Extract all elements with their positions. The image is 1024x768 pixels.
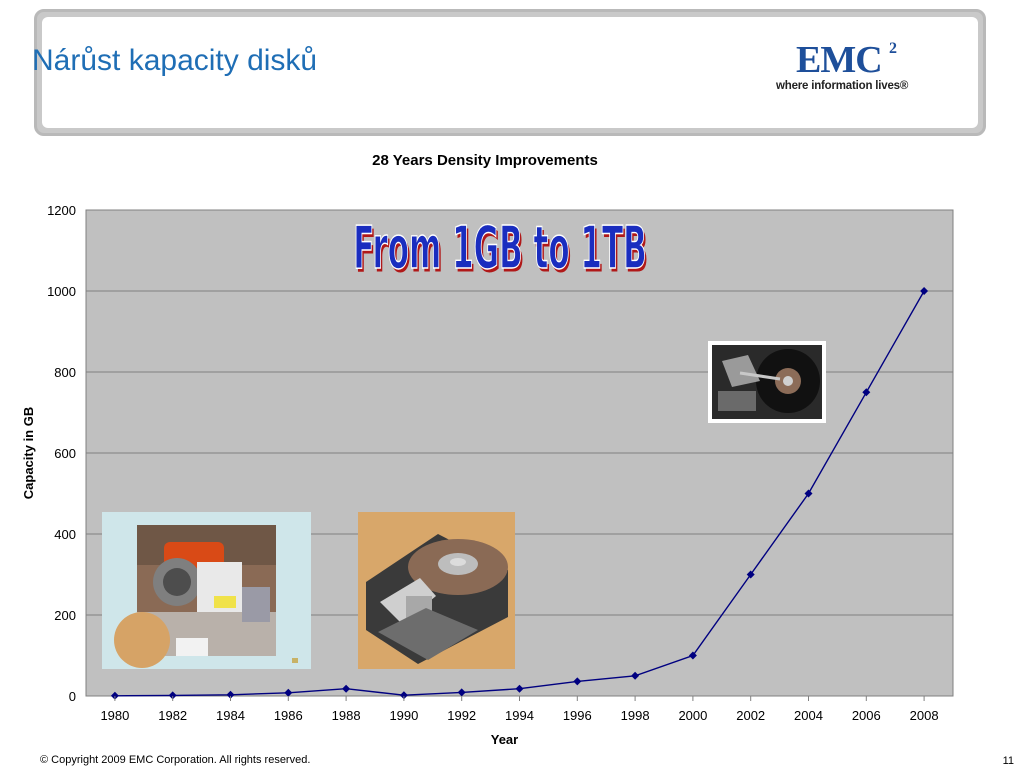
disk-drive-photo-2000s xyxy=(708,341,826,423)
x-tick-label: 1988 xyxy=(332,708,361,723)
disk-drive-photo-1980s xyxy=(102,512,311,669)
emc-logo-superscript: 2 xyxy=(889,40,897,57)
data-point xyxy=(284,688,293,697)
data-point xyxy=(862,388,871,397)
x-axis-label: Year xyxy=(491,732,518,747)
y-tick-label: 800 xyxy=(54,365,76,380)
emc-logo: EMC 2 where information lives® xyxy=(776,38,926,98)
chart-title: 28 Years Density Improvements xyxy=(372,152,598,169)
x-tick-label: 1998 xyxy=(621,708,650,723)
disk-drive-photo-1990s xyxy=(358,512,515,669)
slide-title: Nárůst kapacity disků xyxy=(32,44,318,77)
page-number: 11 xyxy=(1002,755,1014,767)
x-tick-label: 2004 xyxy=(794,708,823,723)
data-point xyxy=(110,691,119,700)
emc-logo-mark: EMC xyxy=(796,39,883,81)
axis-ticks: 0 200 400 600 800 1000 1200 1980 1982 1984 1986 198… xyxy=(21,203,939,747)
x-tick-label: 1994 xyxy=(505,708,534,723)
emc-logo-tagline: where information lives® xyxy=(776,80,909,92)
y-tick-label: 0 xyxy=(69,689,76,704)
data-point xyxy=(226,690,235,699)
y-tick-label: 1200 xyxy=(47,203,76,218)
data-point xyxy=(457,688,466,697)
data-point xyxy=(746,570,755,579)
x-tick-label: 1996 xyxy=(563,708,592,723)
data-series xyxy=(110,287,929,700)
copyright-notice: © Copyright 2009 EMC Corporation. All ri… xyxy=(40,754,311,766)
data-point xyxy=(573,677,582,686)
y-tick-label: 400 xyxy=(54,527,76,542)
x-tick-label: 1982 xyxy=(158,708,187,723)
y-tick-label: 200 xyxy=(54,608,76,623)
data-point xyxy=(399,691,408,700)
data-point xyxy=(688,651,697,660)
x-tick-label: 1980 xyxy=(100,708,129,723)
header-panel xyxy=(34,9,986,136)
annotation-shadow: From 1GB to 1TB xyxy=(355,218,648,287)
data-point xyxy=(168,691,177,700)
x-tick-label: 2008 xyxy=(910,708,939,723)
disk-drive-1980s-illustration xyxy=(114,525,298,668)
x-tick-label: 1984 xyxy=(216,708,245,723)
y-tick-label: 1000 xyxy=(47,284,76,299)
data-point xyxy=(342,684,351,693)
x-tick-label: 2006 xyxy=(852,708,881,723)
x-tick-label: 1992 xyxy=(447,708,476,723)
x-tick-label: 2000 xyxy=(678,708,707,723)
header-panel-inner xyxy=(42,17,978,128)
data-point xyxy=(631,671,640,680)
annotation-text: From 1GB to 1TB xyxy=(353,214,646,283)
x-tick-label: 1990 xyxy=(389,708,418,723)
y-tick-label: 600 xyxy=(54,446,76,461)
data-point xyxy=(920,287,929,295)
y-axis-label: Capacity in GB xyxy=(21,407,36,499)
data-point xyxy=(515,684,524,693)
x-tick-label: 1986 xyxy=(274,708,303,723)
disk-drive-2000s-illustration xyxy=(712,345,822,419)
x-tick-label: 2002 xyxy=(736,708,765,723)
data-point xyxy=(804,489,813,498)
disk-drive-1990s-illustration xyxy=(358,512,515,669)
